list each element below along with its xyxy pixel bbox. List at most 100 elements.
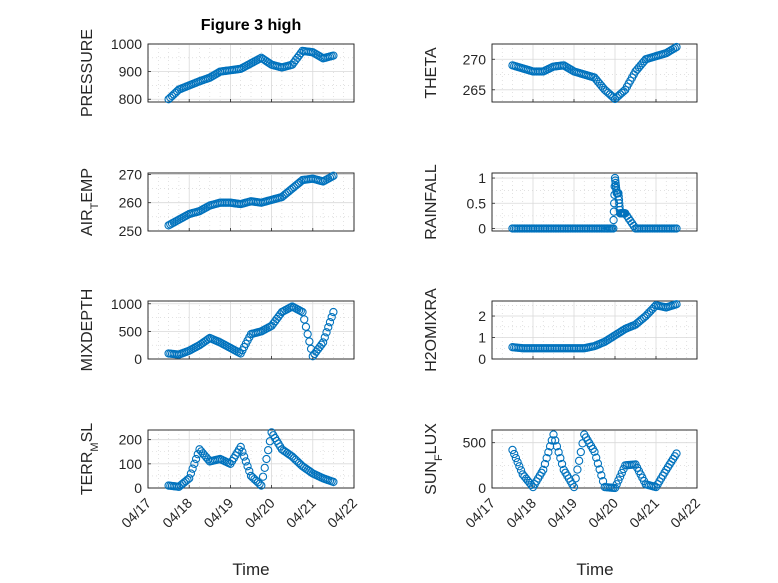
y-tick-label: 1 — [478, 170, 486, 186]
data-point — [573, 465, 582, 474]
data-point — [327, 172, 336, 181]
x-tick-label: 04/17 — [118, 495, 154, 531]
y-tick-label: 0 — [478, 220, 486, 236]
data-point — [257, 481, 266, 490]
data-point — [672, 300, 681, 309]
axes-box — [147, 300, 355, 360]
x-tick-label: 04/18 — [159, 495, 195, 531]
subplot-theta: 265 270 THETA — [423, 42, 698, 104]
data-point — [617, 468, 626, 478]
series-markers — [508, 42, 681, 104]
data-point — [595, 465, 604, 474]
axes-box — [491, 300, 698, 360]
data-point — [329, 171, 338, 180]
y-axis-label: AIRTEMP — [79, 168, 101, 236]
data-point — [329, 477, 338, 487]
data-point — [554, 448, 563, 457]
x-tick-label: 04/19 — [200, 495, 236, 531]
data-point — [241, 457, 250, 466]
data-point — [672, 449, 681, 458]
y-tick-label: 2 — [478, 308, 486, 324]
data-point — [576, 447, 585, 457]
x-tick-label: 04/22 — [667, 495, 703, 531]
data-point — [515, 462, 524, 471]
data-point — [324, 323, 333, 332]
y-tick-label: 1000 — [111, 36, 142, 52]
y-axis-label: THETA — [423, 47, 440, 99]
data-point — [615, 472, 625, 481]
data-point — [320, 333, 329, 342]
subplot-sun-flux: 0 500 04/17 04/18 04/19 04/20 04/21 04/22 SUNFLU… — [423, 423, 703, 531]
data-point — [670, 43, 679, 53]
x-tick-label: 04/18 — [503, 495, 539, 531]
subplot-h2omixra: 0 1 2 H2OMIXRA — [423, 288, 698, 372]
x-tick-label: 04/20 — [585, 495, 621, 531]
x-tick-label: 04/21 — [626, 495, 662, 531]
data-point — [611, 183, 621, 193]
data-point — [672, 224, 681, 233]
data-point — [255, 479, 264, 489]
data-point — [612, 480, 621, 489]
data-point — [329, 51, 338, 60]
y-tick-label: 100 — [119, 456, 143, 472]
data-point — [609, 215, 618, 225]
subplot-air-temp: 250 260 270 AIRTEMP — [79, 166, 355, 239]
data-point — [508, 445, 517, 455]
data-point — [239, 452, 249, 461]
data-point — [260, 463, 269, 473]
y-tick-label: 270 — [119, 166, 143, 182]
data-point — [609, 93, 618, 102]
data-point — [322, 328, 331, 337]
data-point — [544, 448, 553, 457]
series-markers — [508, 173, 681, 233]
data-point — [264, 445, 273, 455]
series-markers — [164, 171, 338, 230]
y-tick-label: 800 — [119, 91, 143, 107]
data-point — [547, 436, 556, 445]
data-point — [542, 453, 551, 463]
data-point — [238, 447, 247, 456]
data-point — [243, 462, 252, 471]
axes-box — [491, 172, 698, 232]
figure-title: Figure 3 high — [201, 17, 301, 34]
y-tick-label: 1 — [478, 330, 486, 346]
y-tick-label: 900 — [119, 64, 143, 80]
data-point — [516, 466, 526, 475]
y-axis-label: PRESSURE — [79, 29, 96, 117]
data-point — [598, 477, 608, 486]
data-point — [574, 456, 584, 465]
y-axis-label: TERRMSL — [79, 423, 101, 495]
y-axis-label: H2OMIXRA — [423, 288, 440, 372]
data-point — [191, 454, 201, 464]
data-point — [551, 436, 560, 445]
data-point — [329, 307, 338, 317]
data-point — [185, 474, 194, 483]
y-axis-label: MIXDEPTH — [79, 289, 96, 372]
data-point — [186, 469, 196, 478]
subplot-mixdepth: 0 500 1000 MIXDEPTH — [79, 289, 355, 372]
data-point — [539, 465, 548, 475]
y-tick-label: 0.5 — [467, 195, 487, 211]
data-point — [552, 442, 562, 451]
x-tick-label: 04/19 — [544, 495, 580, 531]
data-point — [511, 453, 521, 463]
data-point — [513, 458, 522, 467]
series-markers — [164, 46, 338, 104]
data-point — [549, 430, 558, 439]
y-axis-label: SUNFLUX — [423, 423, 445, 495]
series-markers — [508, 430, 681, 493]
y-tick-label: 270 — [463, 51, 487, 67]
y-tick-label: 250 — [119, 223, 143, 239]
axes-box — [491, 43, 698, 103]
x-tick-label: 04/21 — [283, 495, 319, 531]
data-point — [262, 454, 271, 464]
y-tick-label: 500 — [119, 323, 143, 339]
series-markers — [164, 302, 338, 361]
data-point — [590, 447, 599, 456]
y-tick-label: 500 — [463, 435, 487, 451]
data-point — [190, 459, 199, 468]
subplot-pressure: 800 900 1000 PRESSURE — [79, 29, 355, 117]
data-point — [557, 459, 567, 469]
axes-box — [491, 429, 698, 489]
